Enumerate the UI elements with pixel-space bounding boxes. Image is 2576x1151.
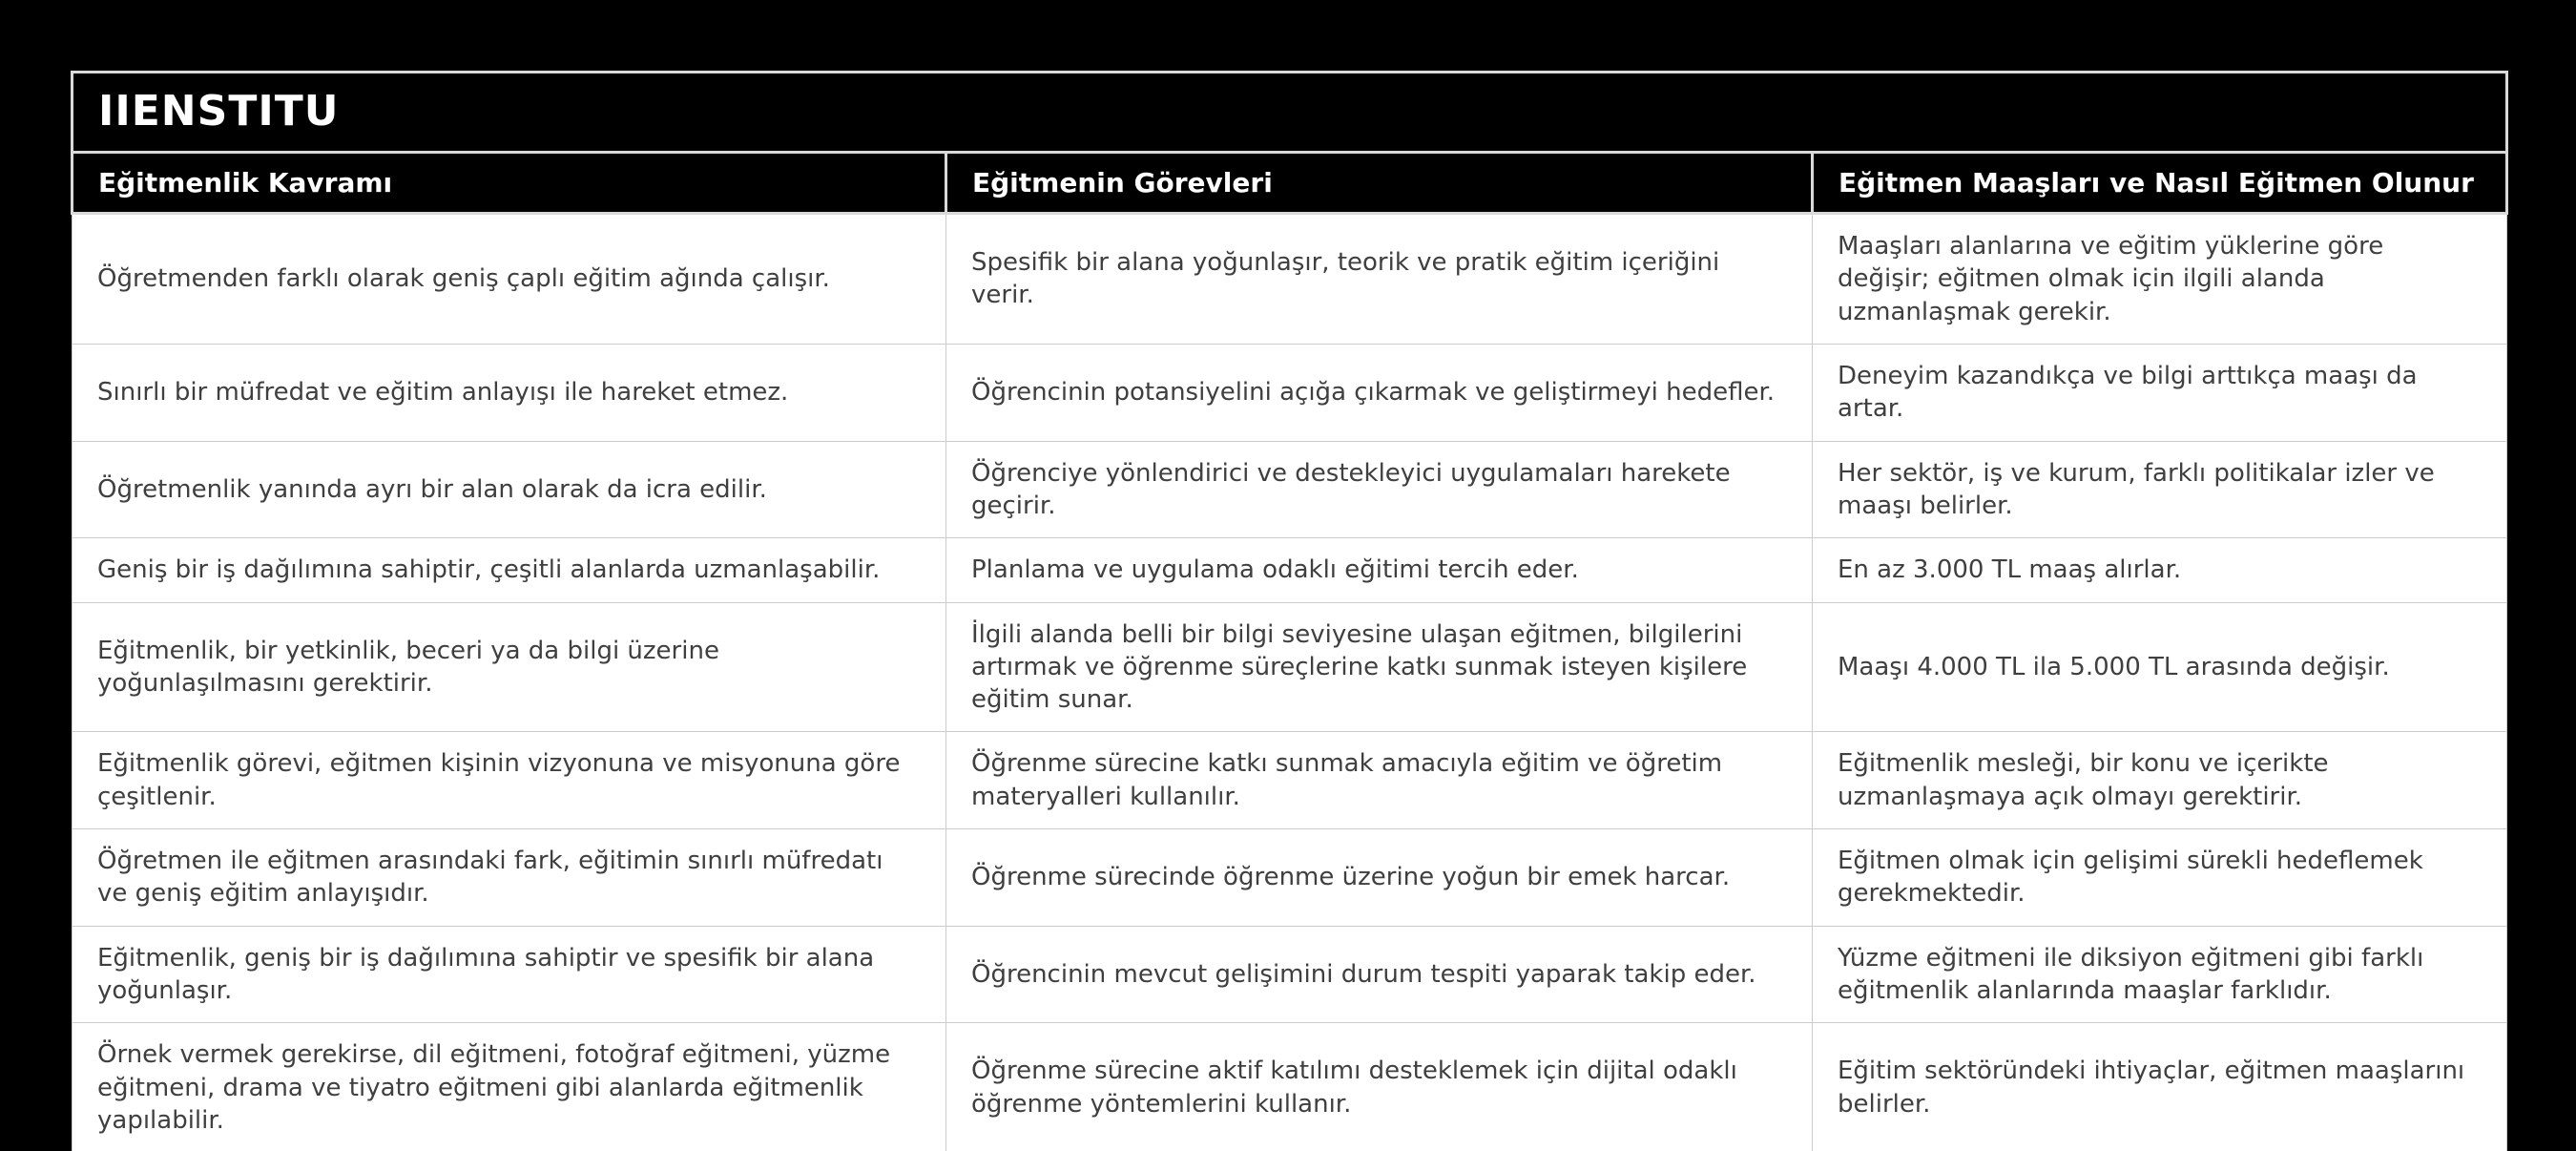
column-header-egitmenin-gorevleri: Eğitmenin Görevleri — [945, 151, 1814, 215]
table-row: Örnek vermek gerekirse, dil eğitmeni, fo… — [72, 1022, 2507, 1151]
table-cell: İlgili alanda belli bir bilgi seviyesine… — [945, 601, 1813, 733]
table-cell: Eğitmenlik görevi, eğitmen kişinin vizyo… — [72, 731, 946, 830]
table-cell: Deneyim kazandıkça ve bilgi arttıkça maa… — [1812, 343, 2507, 442]
table-cell: Maaşları alanlarına ve eğitim yüklerine … — [1812, 213, 2507, 345]
table-cell: Spesifik bir alana yoğunlaşır, teorik ve… — [945, 213, 1813, 345]
column-header-egitmenlik-kavrami: Eğitmenlik Kavramı — [71, 151, 947, 215]
table-cell: Öğretmen ile eğitmen arasındaki fark, eğ… — [72, 828, 946, 927]
table-cell: Yüzme eğitmeni ile diksiyon eğitmeni gib… — [1812, 925, 2507, 1024]
table-cell: En az 3.000 TL maaş alırlar. — [1812, 537, 2507, 603]
table-row: Öğretmen ile eğitmen arasındaki fark, eğ… — [72, 828, 2507, 927]
table-row: Geniş bir iş dağılımına sahiptir, çeşitl… — [72, 537, 2507, 603]
table-cell: Öğrencinin potansiyelini açığa çıkarmak … — [945, 343, 1813, 442]
table-cell: Eğitim sektöründeki ihtiyaçlar, eğitmen … — [1812, 1022, 2507, 1151]
table-cell: Geniş bir iş dağılımına sahiptir, çeşitl… — [72, 537, 946, 603]
table-cell: Eğitmenlik mesleği, bir konu ve içerikte… — [1812, 731, 2507, 830]
table-cell: Sınırlı bir müfredat ve eğitim anlayışı … — [72, 343, 946, 442]
table-cell: Örnek vermek gerekirse, dil eğitmeni, fo… — [72, 1022, 946, 1151]
column-header-egitmen-maaslari: Eğitmen Maaşları ve Nasıl Eğitmen Olunur — [1811, 151, 2508, 215]
table-cell: Öğretmenlik yanında ayrı bir alan olarak… — [72, 440, 946, 539]
table-cell: Öğrenciye yönlendirici ve destekleyici u… — [945, 440, 1813, 539]
table-row: Sınırlı bir müfredat ve eğitim anlayışı … — [72, 343, 2507, 442]
table-cell: Öğrenme sürecine katkı sunmak amacıyla e… — [945, 731, 1813, 830]
table-cell: Her sektör, iş ve kurum, farklı politika… — [1812, 440, 2507, 539]
table-row: Öğretmenlik yanında ayrı bir alan olarak… — [72, 440, 2507, 539]
table-row: Eğitmenlik görevi, eğitmen kişinin vizyo… — [72, 731, 2507, 830]
table-cell: Öğretmenden farklı olarak geniş çaplı eğ… — [72, 213, 946, 345]
table-row: Öğretmenden farklı olarak geniş çaplı eğ… — [72, 213, 2507, 345]
table-row: Eğitmenlik, geniş bir iş dağılımına sahi… — [72, 925, 2507, 1024]
table-cell: Eğitmenlik, bir yetkinlik, beceri ya da … — [72, 601, 946, 733]
brand-title: IIENSTITU — [71, 71, 2508, 154]
table-cell: Öğrenme sürecinde öğrenme üzerine yoğun … — [945, 828, 1813, 927]
table-cell: Eğitmenlik, geniş bir iş dağılımına sahi… — [72, 925, 946, 1024]
table-row: Eğitmenlik, bir yetkinlik, beceri ya da … — [72, 601, 2507, 733]
table-cell: Planlama ve uygulama odaklı eğitimi terc… — [945, 537, 1813, 603]
table-cell: Maaşı 4.000 TL ila 5.000 TL arasında değ… — [1812, 601, 2507, 733]
table-cell: Öğrenme sürecine aktif katılımı destekle… — [945, 1022, 1813, 1151]
table-cell: Eğitmen olmak için gelişimi sürekli hede… — [1812, 828, 2507, 927]
column-header-row: Eğitmenlik Kavramı Eğitmenin Görevleri E… — [71, 151, 2508, 215]
comparison-table: IIENSTITU Eğitmenlik Kavramı Eğitmenin G… — [71, 71, 2508, 1151]
table-cell: Öğrencinin mevcut gelişimini durum tespi… — [945, 925, 1813, 1024]
title-row: IIENSTITU — [71, 71, 2508, 154]
